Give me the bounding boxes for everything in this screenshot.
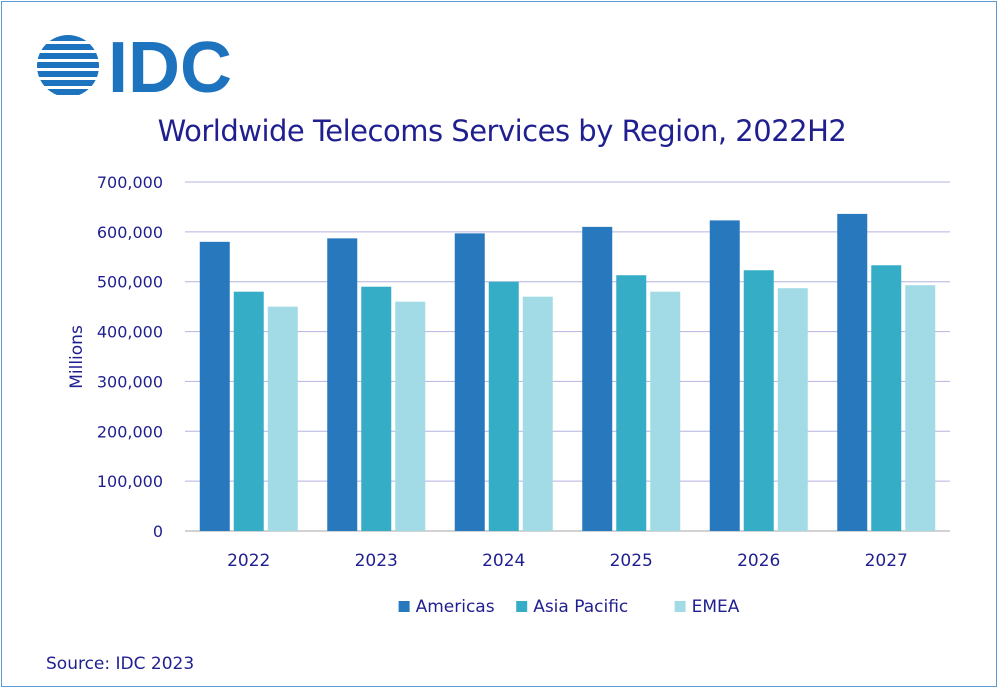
y-tick-label: 700,000 <box>97 173 163 192</box>
bar-asia-pacific <box>233 291 264 531</box>
idc-logo: IDC <box>36 32 246 100</box>
bar-emea <box>267 306 298 531</box>
bar-emea <box>522 296 553 531</box>
y-tick-label: 200,000 <box>97 422 163 441</box>
bar-emea <box>905 285 936 531</box>
source-note: Source: IDC 2023 <box>46 654 195 674</box>
idc-logo-text: IDC <box>108 32 232 100</box>
x-tick-label: 2022 <box>227 551 270 571</box>
x-tick-label: 2024 <box>482 551 525 571</box>
y-tick-label: 300,000 <box>97 372 163 391</box>
bar-asia-pacific <box>616 275 647 531</box>
bar-americas <box>837 213 868 531</box>
bar-asia-pacific <box>361 286 392 531</box>
legend-label: Americas <box>416 597 495 617</box>
y-tick-label: 0 <box>153 522 163 541</box>
legend-swatch <box>674 601 686 612</box>
bar-americas <box>327 238 358 532</box>
legend-swatch <box>398 601 410 612</box>
bar-asia-pacific <box>488 281 519 531</box>
y-tick-label: 500,000 <box>97 273 163 292</box>
x-tick-label: 2025 <box>610 551 653 571</box>
chart-title: Worldwide Telecoms Services by Region, 2… <box>157 114 847 148</box>
bar-americas <box>454 233 485 532</box>
bar-americas <box>582 226 613 531</box>
legend-swatch <box>516 601 528 612</box>
idc-globe-icon <box>37 35 99 95</box>
y-tick-label: 600,000 <box>97 223 163 242</box>
x-tick-label: 2026 <box>737 551 780 571</box>
legend-label: EMEA <box>692 597 740 617</box>
bar-asia-pacific <box>871 265 902 531</box>
y-axis-label: Millions <box>67 325 87 389</box>
bar-americas <box>709 220 740 531</box>
legend-label: Asia Pacific <box>533 597 628 617</box>
y-tick-label: 100,000 <box>97 472 163 491</box>
bar-emea <box>777 288 808 531</box>
bar-americas <box>199 241 230 532</box>
bar-emea <box>395 301 426 531</box>
bar-asia-pacific <box>743 270 774 531</box>
x-tick-label: 2027 <box>865 551 908 571</box>
x-tick-label: 2023 <box>355 551 398 571</box>
y-tick-label: 400,000 <box>97 323 163 342</box>
bar-emea <box>650 291 681 531</box>
